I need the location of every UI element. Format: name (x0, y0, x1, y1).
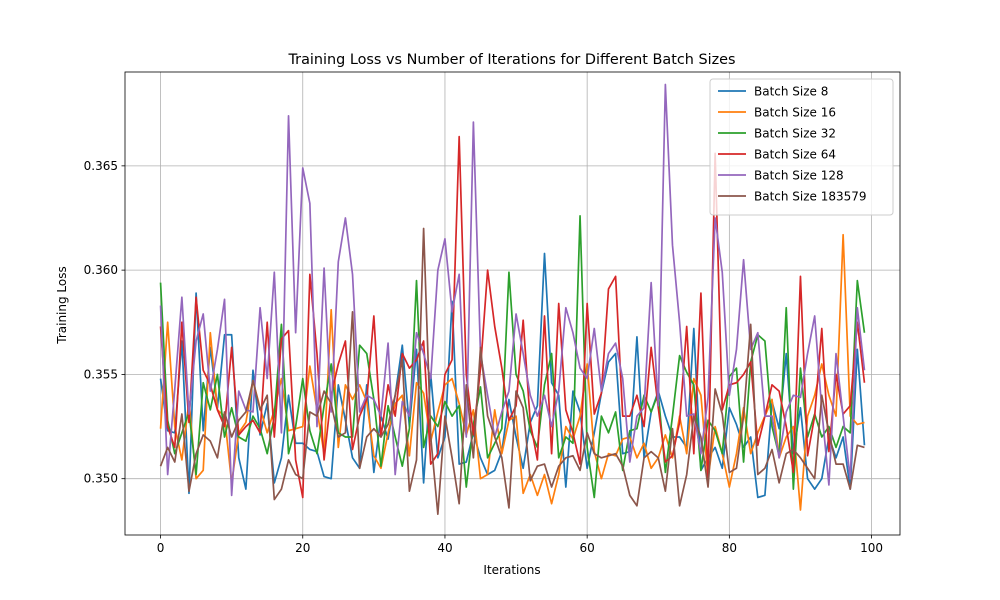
y-tick-label: 0.365 (84, 159, 118, 173)
legend: Batch Size 8 Batch Size 16 Batch Size 32 Ba… (709, 78, 894, 216)
legend-label: Batch Size 183579 (754, 190, 867, 204)
legend-label: Batch Size 16 (754, 106, 836, 120)
y-axis-label: Training Loss (55, 266, 69, 344)
chart-title: Training Loss vs Number of Iterations fo… (287, 52, 735, 68)
y-tick-label: 0.360 (84, 263, 118, 277)
x-tick-label: 20 (295, 541, 310, 555)
x-axis-label: Iterations (483, 563, 540, 577)
series-line-5 (159, 227, 865, 515)
plot-area-frame (124, 71, 901, 536)
x-tick-label: 100 (860, 541, 883, 555)
x-tick-label: 40 (437, 541, 452, 555)
x-tick-label: 60 (580, 541, 595, 555)
legend-label: Batch Size 64 (754, 148, 836, 162)
legend-label: Batch Size 32 (754, 127, 836, 141)
legend-label: Batch Size 128 (754, 169, 844, 183)
legend-box (709, 78, 894, 216)
x-tick-label: 0 (157, 541, 165, 555)
axis-ticks: 0 20 40 60 80 100 0.350 0.355 0.360 0.365 (84, 159, 883, 555)
y-tick-label: 0.355 (84, 367, 118, 381)
series-line-4 (159, 83, 866, 497)
y-tick-label: 0.350 (84, 472, 118, 486)
legend-label: Batch Size 8 (754, 85, 828, 99)
series-lines (159, 83, 866, 515)
x-tick-label: 80 (722, 541, 737, 555)
